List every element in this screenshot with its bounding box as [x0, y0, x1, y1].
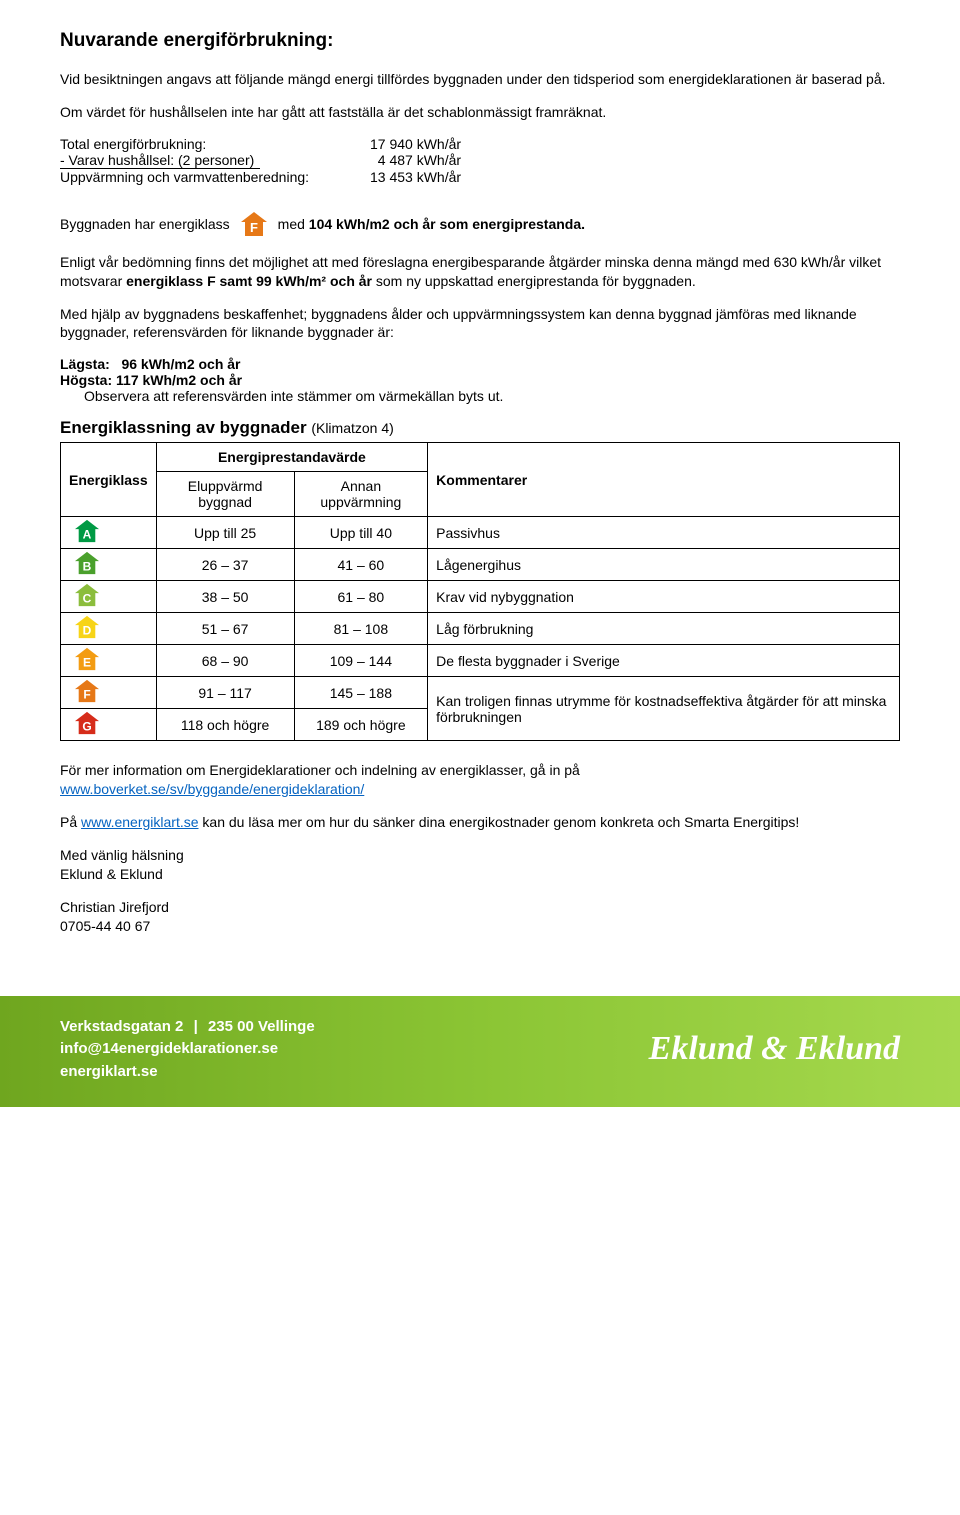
footer-web: energiklart.se [60, 1061, 315, 1084]
footer-city: 235 00 Vellinge [208, 1018, 315, 1035]
col-energiklass: Energiklass [61, 443, 157, 517]
class-spacer-cell [113, 581, 157, 613]
el-value-cell: 118 och högre [156, 709, 294, 741]
kommentar-cell: Kan troligen finnas utrymme för kostnads… [428, 677, 900, 741]
class-prefix: Byggnaden har energiklass [60, 216, 230, 232]
el-value-cell: 91 – 117 [156, 677, 294, 709]
svg-text:B: B [82, 560, 91, 574]
total-value: 17 940 kWh/år [370, 136, 461, 152]
annan-value-cell: 61 – 80 [294, 581, 428, 613]
total-label: Total energiförbrukning: [60, 136, 370, 152]
more-info-paragraph: För mer information om Energideklaration… [60, 761, 900, 799]
table-heading: Energiklassning av byggnader (Klimatzon … [60, 418, 900, 438]
kommentar-cell: Lågenergihus [428, 549, 900, 581]
kommentar-cell: Passivhus [428, 517, 900, 549]
assessment-paragraph-1: Enligt vår bedömning finns det möjlighet… [60, 253, 900, 291]
col-annan: Annan uppvärmning [294, 472, 428, 517]
class-badge-cell: D [61, 613, 113, 645]
el-value-cell: 38 – 50 [156, 581, 294, 613]
heating-label: Uppvärmning och varmvattenberedning: [60, 169, 370, 185]
energy-class-table: Energiklass Energiprestandavärde Komment… [60, 442, 900, 741]
page-footer: Verkstadsgatan 2 | 235 00 Vellinge info@… [0, 996, 960, 1108]
svg-text:E: E [83, 656, 91, 670]
signoff-contact: Christian Jirefjord 0705-44 40 67 [60, 898, 900, 936]
svg-text:F: F [83, 688, 90, 702]
signoff-greeting: Med vänlig hälsning Eklund & Eklund [60, 846, 900, 884]
annan-value-cell: 81 – 108 [294, 613, 428, 645]
annan-value-cell: 145 – 188 [294, 677, 428, 709]
annan-value-cell: 189 och högre [294, 709, 428, 741]
svg-text:G: G [82, 720, 91, 734]
el-value-cell: 68 – 90 [156, 645, 294, 677]
ref-high-label: Högsta: [60, 372, 112, 388]
ref-low-value: 96 kWh/m2 och år [121, 356, 240, 372]
annan-value-cell: 41 – 60 [294, 549, 428, 581]
energy-class-line: Byggnaden har energiklass F med 104 kWh/… [60, 211, 900, 237]
class-spacer-cell [113, 549, 157, 581]
class-spacer-cell [113, 709, 157, 741]
class-badge-cell: F [61, 677, 113, 709]
col-kommentar: Kommentarer [428, 443, 900, 517]
el-value-cell: Upp till 25 [156, 517, 294, 549]
class-spacer-cell [113, 613, 157, 645]
intro-paragraph-2: Om värdet för hushållselen inte har gått… [60, 103, 900, 122]
class-badge-cell: C [61, 581, 113, 613]
annan-value-cell: Upp till 40 [294, 517, 428, 549]
heating-value: 13 453 kWh/år [370, 169, 461, 185]
kommentar-cell: De flesta byggnader i Sverige [428, 645, 900, 677]
class-badge-cell: B [61, 549, 113, 581]
class-spacer-cell [113, 677, 157, 709]
ref-high-value: 117 kWh/m2 och år [116, 372, 242, 388]
footer-brand: Eklund & Eklund [649, 1030, 900, 1068]
el-value-cell: 26 – 37 [156, 549, 294, 581]
household-value: 4 487 kWh/år [370, 152, 461, 169]
class-spacer-cell [113, 517, 157, 549]
ref-note: Observera att referensvärden inte stämme… [84, 388, 900, 404]
energy-totals-table: Total energiförbrukning: 17 940 kWh/år -… [60, 136, 900, 185]
svg-text:D: D [82, 624, 91, 638]
page-title: Nuvarande energiförbrukning: [60, 30, 900, 52]
svg-text:C: C [82, 592, 91, 606]
assessment-paragraph-2: Med hjälp av byggnadens beskaffenhet; by… [60, 305, 900, 343]
kommentar-cell: Låg förbrukning [428, 613, 900, 645]
class-spacer-cell [113, 645, 157, 677]
svg-text:F: F [250, 220, 258, 235]
col-prestandavarde: Energiprestandavärde [156, 443, 428, 472]
annan-value-cell: 109 – 144 [294, 645, 428, 677]
kommentar-cell: Krav vid nybyggnation [428, 581, 900, 613]
ref-low-label: Lägsta: [60, 356, 110, 372]
class-suffix: med 104 kWh/m2 och år som energiprestand… [278, 216, 585, 232]
reference-values: Lägsta: 96 kWh/m2 och år Högsta: 117 kWh… [60, 356, 900, 404]
energiklart-link[interactable]: www.energiklart.se [81, 814, 199, 830]
energy-class-badge-icon: F [240, 211, 268, 237]
class-badge-cell: G [61, 709, 113, 741]
el-value-cell: 51 – 67 [156, 613, 294, 645]
class-badge-cell: A [61, 517, 113, 549]
energiklart-paragraph: På www.energiklart.se kan du läsa mer om… [60, 813, 900, 832]
col-eluppvarmd: Eluppvärmd byggnad [156, 472, 294, 517]
svg-text:A: A [82, 528, 91, 542]
footer-street: Verkstadsgatan 2 [60, 1018, 183, 1035]
footer-email: info@14energideklarationer.se [60, 1038, 315, 1061]
boverket-link[interactable]: www.boverket.se/sv/byggande/energideklar… [60, 781, 364, 797]
class-badge-cell: E [61, 645, 113, 677]
household-label: - Varav hushållsel: (2 personer) [60, 152, 370, 169]
intro-paragraph-1: Vid besiktningen angavs att följande män… [60, 70, 900, 89]
